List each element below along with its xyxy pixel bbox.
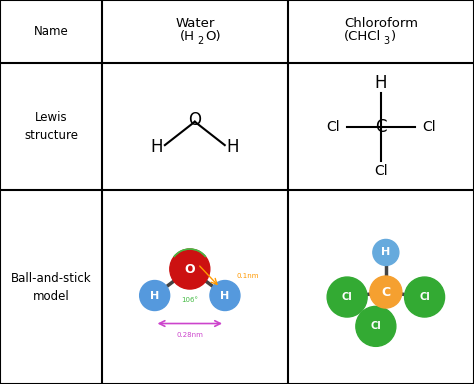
Text: Cl: Cl [419, 292, 430, 302]
Text: C: C [375, 118, 387, 136]
Text: H: H [151, 138, 163, 156]
Text: Cl: Cl [342, 292, 353, 302]
Text: 0.1nm: 0.1nm [237, 273, 259, 278]
Circle shape [370, 276, 402, 308]
Text: 3: 3 [383, 36, 389, 46]
Text: Water: Water [175, 17, 215, 30]
Circle shape [327, 277, 367, 317]
Text: Chloroform: Chloroform [344, 17, 418, 30]
Text: Cl: Cl [422, 120, 436, 134]
Text: O): O) [205, 30, 220, 43]
Circle shape [140, 281, 170, 311]
Text: H: H [150, 291, 159, 301]
Circle shape [170, 249, 210, 289]
Text: Ball-and-stick
model: Ball-and-stick model [10, 271, 91, 303]
Text: 106°: 106° [182, 297, 198, 303]
Text: O: O [184, 263, 195, 276]
Circle shape [405, 277, 445, 317]
Text: 0.28nm: 0.28nm [176, 331, 203, 338]
Text: O: O [188, 111, 201, 129]
Text: Name: Name [34, 25, 68, 38]
Text: 2: 2 [197, 36, 203, 46]
Text: Lewis
structure: Lewis structure [24, 111, 78, 142]
Text: H: H [220, 291, 229, 301]
Circle shape [210, 281, 240, 311]
Circle shape [356, 306, 396, 346]
Text: ): ) [391, 30, 396, 43]
Text: H: H [374, 74, 387, 92]
Text: C: C [381, 286, 391, 298]
Text: Cl: Cl [326, 120, 340, 134]
Text: H: H [381, 247, 391, 257]
Circle shape [373, 240, 399, 265]
Text: (H: (H [180, 30, 195, 43]
Text: Cl: Cl [371, 321, 381, 331]
Text: (CHCl: (CHCl [344, 30, 381, 43]
Text: Cl: Cl [374, 164, 388, 178]
Text: H: H [227, 138, 239, 156]
